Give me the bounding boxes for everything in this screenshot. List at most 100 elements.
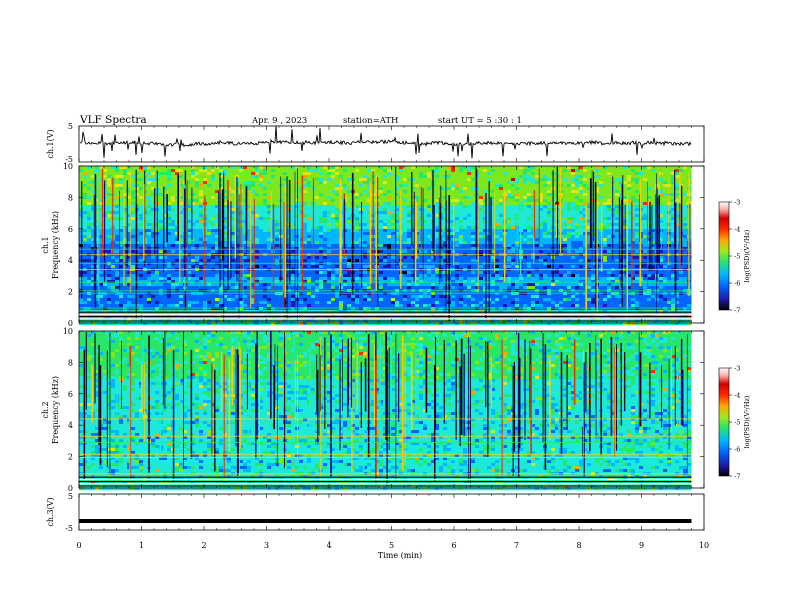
spectrogram-cell — [431, 349, 435, 352]
spectrogram-cell — [147, 250, 151, 253]
spectrogram-cell — [95, 193, 99, 196]
spectrogram-cell — [591, 280, 595, 283]
spectrogram-cell — [643, 337, 647, 340]
spectrogram-cell — [331, 322, 335, 325]
spectrogram-cell — [495, 322, 499, 325]
spectrogram-cell — [687, 316, 691, 319]
spectrogram-cell — [383, 175, 387, 178]
spectrogram-cell — [251, 190, 255, 193]
spectrogram-cell — [491, 256, 495, 259]
spectrogram-cell — [299, 178, 303, 181]
spectrogram-cell — [567, 235, 571, 238]
spectrogram-cell — [179, 331, 183, 334]
spectrogram-cell — [343, 277, 347, 280]
spectrogram-band — [79, 220, 692, 224]
spectrogram-cell — [435, 334, 439, 337]
spectrogram-cell — [239, 355, 243, 358]
spectrogram-cell — [327, 205, 331, 208]
spectrogram-cell — [691, 271, 692, 274]
spectrogram-cell — [467, 259, 471, 262]
spectrogram-cell — [175, 232, 179, 235]
spectrogram-cell — [631, 241, 635, 244]
spectrogram-cell — [379, 277, 383, 280]
spectrogram-cell — [331, 172, 335, 175]
spectrogram-cell — [243, 286, 247, 289]
spectrogram-cell — [483, 235, 487, 238]
spectrogram-cell — [267, 226, 271, 229]
spectrogram-cell — [91, 226, 95, 229]
spectrogram-cell — [183, 352, 187, 355]
spectrogram-cell — [275, 220, 279, 223]
spectrogram-cell — [407, 334, 411, 337]
spectrogram-cell — [367, 181, 371, 184]
spectrogram-cell — [331, 295, 335, 298]
spectrogram-cell — [575, 250, 579, 253]
spectrogram-cell — [575, 190, 579, 193]
spectrogram-cell — [83, 301, 87, 304]
spectrogram-cell — [219, 301, 223, 304]
spectrogram-cell — [383, 208, 387, 211]
spectrogram-cell — [639, 337, 643, 340]
spectrogram-cell — [467, 178, 471, 181]
spectrogram-cell — [579, 304, 583, 307]
spectrogram-cell — [331, 217, 335, 220]
spectrogram-cell — [599, 259, 603, 262]
spectrogram-cell — [579, 232, 583, 235]
spectrogram-cell — [279, 337, 283, 340]
spectrogram-cell — [223, 226, 227, 229]
spectrogram-cell — [195, 181, 199, 184]
spectrogram-cell — [163, 280, 167, 283]
spectrogram-cell — [151, 181, 155, 184]
spectrogram-cell — [651, 265, 655, 268]
spectrogram-cell — [403, 241, 407, 244]
spectrogram-cell — [115, 274, 119, 277]
spectrogram-cell — [339, 286, 343, 289]
spectrogram-cell — [267, 316, 271, 319]
spectrogram-cell — [359, 175, 363, 178]
spectrogram-cell — [347, 364, 351, 367]
spectrogram-cell — [583, 247, 587, 250]
spectrogram-cell — [403, 301, 407, 304]
spectrogram-cell — [155, 295, 159, 298]
spectrogram-cell — [187, 271, 191, 274]
spectrogram-cell — [679, 169, 683, 172]
spectrogram-cell — [123, 169, 127, 172]
spectrogram-cell — [187, 331, 191, 334]
spectrogram-cell — [91, 271, 95, 274]
spectrogram-cell — [679, 322, 683, 325]
spectrogram-cell — [119, 259, 123, 262]
spectrogram-cell — [507, 256, 511, 259]
spectrogram-cell — [683, 193, 687, 196]
spectrogram-cell — [443, 355, 447, 358]
spectrogram-cell — [99, 166, 103, 169]
spectrogram-cell — [131, 178, 135, 181]
spectrogram-cell — [499, 310, 503, 313]
ch1-colorbar-label: log(PSD)(V²/Hz) — [743, 229, 751, 282]
spectrogram-cell — [223, 172, 227, 175]
spectrogram-cell — [247, 214, 251, 217]
spectrogram-cell — [659, 331, 663, 334]
spectrogram-cell — [263, 358, 267, 361]
spectrogram-cell — [383, 202, 387, 205]
spectrogram-cell — [655, 343, 659, 346]
spectrogram-cell — [539, 193, 543, 196]
spectrogram-cell — [219, 190, 223, 193]
spectrogram-cell — [635, 286, 639, 289]
spectrogram-cell — [135, 193, 139, 196]
spectrogram-cell — [519, 334, 523, 337]
spectrogram-cell — [115, 211, 119, 214]
spectrogram-cell — [575, 196, 579, 199]
spectrogram-cell — [267, 166, 271, 169]
spectrogram-cell — [111, 340, 115, 343]
spectrogram-cell — [271, 331, 275, 334]
spectrogram-cell — [575, 355, 579, 358]
spectrogram-cell — [139, 277, 143, 280]
spectrogram-band — [79, 196, 692, 200]
spectrogram-cell — [539, 208, 543, 211]
spectrogram-cell — [179, 172, 183, 175]
spectrogram-cell — [335, 310, 339, 313]
spectrogram-cell — [231, 232, 235, 235]
spectrogram-cell — [175, 169, 179, 172]
spectrogram-cell — [211, 229, 215, 232]
